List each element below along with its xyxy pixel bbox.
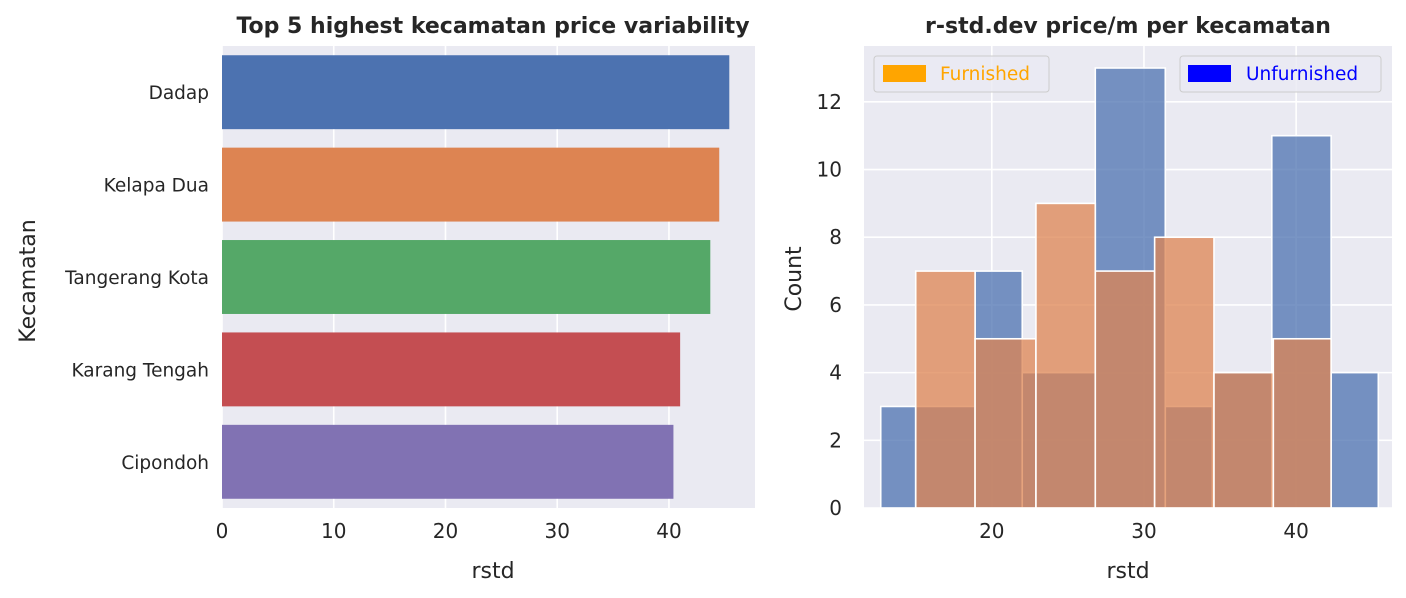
bar-dadap — [222, 55, 730, 130]
left-x-tick-label: 10 — [321, 519, 346, 543]
left-chart-title: Top 5 highest kecamatan price variabilit… — [236, 14, 749, 39]
hist-bar-furnished — [1213, 371, 1275, 509]
hist-bar-furnished — [1153, 236, 1215, 509]
right-y-tick-label: 4 — [829, 361, 842, 385]
category-label: Karang Tengah — [71, 360, 209, 381]
category-label: Dadap — [149, 83, 209, 104]
right-y-tick-label: 0 — [829, 496, 842, 520]
right-y-axis-label: Count — [782, 246, 807, 312]
right-x-tick-label: 40 — [1283, 519, 1308, 543]
legend-unfurnished-swatch — [1188, 65, 1231, 82]
hist-bar-furnished — [914, 270, 976, 509]
left-x-ticks: 0 10 20 30 40 — [216, 519, 682, 543]
left-bars — [222, 55, 730, 499]
right-chart-panel: 20 30 40 0 2 4 6 8 10 12 r-std.dev price/m per k… — [782, 14, 1392, 584]
bar-kelapa-dua — [222, 147, 720, 222]
bar-cipondoh — [222, 424, 674, 499]
left-x-tick-label: 0 — [216, 519, 229, 543]
right-histogram-bars — [879, 67, 1380, 509]
category-label: Cipondoh — [121, 453, 209, 474]
hist-bar-furnished — [1035, 202, 1097, 509]
category-label: Kelapa Dua — [104, 176, 209, 197]
hist-bar-furnished — [974, 337, 1037, 509]
right-y-tick-label: 12 — [817, 90, 842, 114]
right-x-axis-label: rstd — [1106, 559, 1149, 584]
category-label: Tangerang Kota — [64, 268, 209, 289]
legend-furnished-swatch — [883, 65, 926, 82]
right-y-tick-label: 6 — [829, 293, 842, 317]
right-y-tick-label: 10 — [817, 158, 842, 182]
left-x-axis-label: rstd — [471, 559, 514, 584]
right-y-ticks: 0 2 4 6 8 10 12 — [817, 90, 842, 520]
legend-furnished: Furnished — [873, 55, 1050, 93]
right-y-tick-label: 8 — [829, 225, 842, 249]
right-chart-title: r-std.dev price/m per kecamatan — [925, 14, 1331, 39]
bar-tangerang-kota — [222, 240, 711, 314]
legend-furnished-label: Furnished — [940, 64, 1030, 85]
left-chart-panel: 0 10 20 30 40 Dadap Kelapa Dua Tangerang Kota K… — [16, 14, 755, 584]
hist-bar-unfurnished — [879, 405, 917, 509]
left-x-tick-label: 20 — [433, 519, 458, 543]
left-category-labels: Dadap Kelapa Dua Tangerang Kota Karang Teng… — [64, 83, 209, 474]
hist-bar-unfurnished — [1330, 371, 1380, 509]
legend-unfurnished-label: Unfurnished — [1246, 64, 1358, 85]
right-y-tick-label: 2 — [829, 428, 842, 452]
bar-karang-tengah — [222, 332, 681, 407]
left-x-tick-label: 30 — [544, 519, 569, 543]
left-y-axis-label: Kecamatan — [16, 219, 41, 342]
right-x-ticks: 20 30 40 — [979, 519, 1309, 543]
hist-bar-furnished — [1094, 270, 1156, 509]
left-x-tick-label: 40 — [656, 519, 681, 543]
right-x-tick-label: 30 — [1131, 519, 1156, 543]
legend-unfurnished: Unfurnished — [1179, 55, 1382, 93]
hist-bar-furnished — [1272, 337, 1332, 509]
right-x-tick-label: 20 — [979, 519, 1004, 543]
